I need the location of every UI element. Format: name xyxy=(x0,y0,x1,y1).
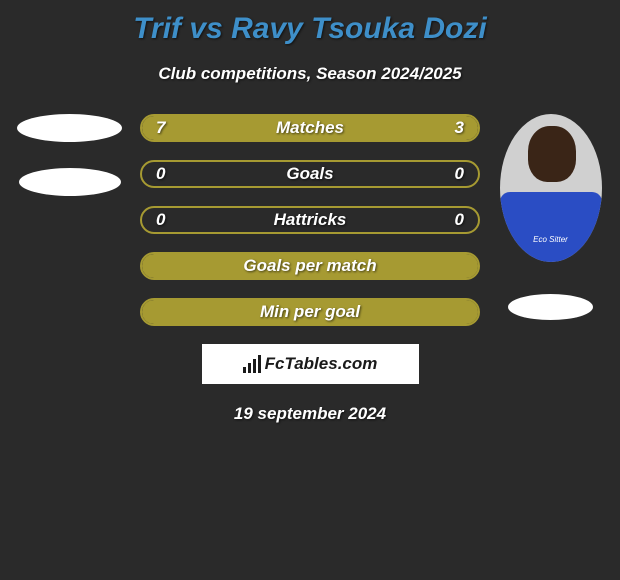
stat-row-hattricks: 0 Hattricks 0 xyxy=(140,206,480,234)
avatar-head xyxy=(528,126,576,182)
stat-label: Matches xyxy=(276,118,344,138)
comparison-content: 7 Matches 3 0 Goals 0 0 Hattricks 0 Goal… xyxy=(0,114,620,326)
right-player-avatar: Eco Sitter xyxy=(500,114,602,262)
watermark-text: FcTables.com xyxy=(265,354,378,374)
stat-value-right: 0 xyxy=(455,164,464,184)
right-player-placeholder xyxy=(508,294,593,320)
right-player-column: Eco Sitter xyxy=(498,114,603,320)
jersey-sponsor-text: Eco Sitter xyxy=(500,235,602,244)
wm-bar xyxy=(248,363,251,373)
left-player-placeholder-1 xyxy=(17,114,122,142)
stat-row-matches: 7 Matches 3 xyxy=(140,114,480,142)
stat-row-min-per-goal: Min per goal xyxy=(140,298,480,326)
comparison-title: Trif vs Ravy Tsouka Dozi xyxy=(0,0,620,46)
stat-value-left: 0 xyxy=(156,164,165,184)
avatar-jersey: Eco Sitter xyxy=(500,192,602,262)
bar-chart-icon xyxy=(243,355,261,373)
stat-value-left: 0 xyxy=(156,210,165,230)
stat-row-goals-per-match: Goals per match xyxy=(140,252,480,280)
watermark: FcTables.com xyxy=(202,344,419,384)
stat-label: Min per goal xyxy=(260,302,360,322)
season-subtitle: Club competitions, Season 2024/2025 xyxy=(0,64,620,84)
stat-value-right: 3 xyxy=(455,118,464,138)
wm-bar xyxy=(243,367,246,373)
wm-bar xyxy=(253,359,256,373)
stat-label: Hattricks xyxy=(274,210,347,230)
left-player-placeholder-2 xyxy=(19,168,121,196)
stat-label: Goals xyxy=(286,164,333,184)
date-label: 19 september 2024 xyxy=(0,404,620,424)
stat-row-goals: 0 Goals 0 xyxy=(140,160,480,188)
stat-value-right: 0 xyxy=(455,210,464,230)
stats-column: 7 Matches 3 0 Goals 0 0 Hattricks 0 Goal… xyxy=(140,114,480,326)
stat-label: Goals per match xyxy=(243,256,376,276)
left-player-column xyxy=(17,114,122,196)
wm-bar xyxy=(258,355,261,373)
stat-value-left: 7 xyxy=(156,118,165,138)
